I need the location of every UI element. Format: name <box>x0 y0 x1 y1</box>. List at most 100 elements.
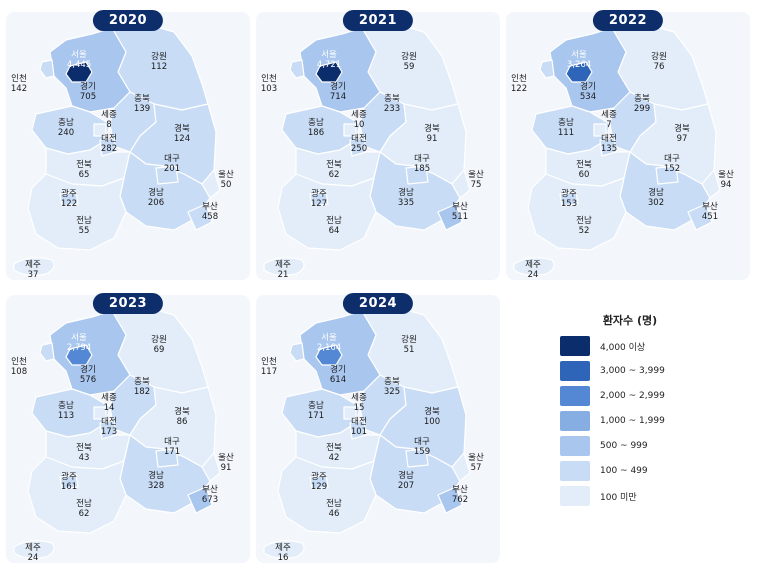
region-label-gyeongbuk: 경북 86 <box>174 407 190 427</box>
region-value: 75 <box>470 180 482 190</box>
region-label-chungbuk: 충북 299 <box>634 94 650 114</box>
region-label-seoul: 서울 4,721 <box>317 50 341 70</box>
region-label-gwangju: 광주 122 <box>61 189 77 209</box>
region-label-incheon: 인천 117 <box>261 357 277 377</box>
region-sejong <box>343 123 357 137</box>
region-label-gyeongbuk: 경북 124 <box>174 124 190 144</box>
legend-item: 100 ~ 499 <box>560 461 700 481</box>
region-busan <box>187 486 213 514</box>
legend-label: 2,000 ~ 2,999 <box>600 391 665 401</box>
region-label-chungbuk: 충북 139 <box>134 94 150 114</box>
region-sejong <box>343 406 357 420</box>
region-name: 경북 <box>174 124 190 134</box>
region-value: 129 <box>310 482 328 492</box>
region-label-jeonbuk: 전북 60 <box>576 160 592 180</box>
region-name: 충북 <box>634 94 650 104</box>
region-name: 충남 <box>58 118 74 128</box>
region-value: 299 <box>633 104 651 114</box>
korea-map <box>13 306 221 559</box>
region-label-busan: 부산 458 <box>202 202 218 222</box>
region-daegu <box>655 165 679 185</box>
region-gwangju <box>59 474 79 490</box>
region-value: 65 <box>78 170 90 180</box>
map-panel-2022: 2022 서울 3,264 강원 76 인천 122 경기 534 충북 299 충남 111 세종 7 경북… <box>506 10 750 280</box>
region-name: 서울 <box>71 50 87 60</box>
region-value: 112 <box>150 62 168 72</box>
region-value: 302 <box>647 198 665 208</box>
region-value: 64 <box>328 226 340 236</box>
region-name: 전남 <box>326 499 342 509</box>
region-gwangju <box>559 191 579 207</box>
region-name: 전남 <box>576 216 592 226</box>
region-jeju <box>263 540 305 559</box>
region-name: 강원 <box>151 335 167 345</box>
region-value: 171 <box>307 411 325 421</box>
region-name: 대구 <box>164 154 180 164</box>
region-gwangju <box>59 191 79 207</box>
region-jeonnam <box>27 456 127 534</box>
region-name: 충남 <box>558 118 574 128</box>
region-label-gwangju: 광주 153 <box>561 189 577 209</box>
year-badge: 2022 <box>592 10 664 31</box>
region-name: 서울 <box>321 50 337 60</box>
region-label-gangwon: 강원 69 <box>151 335 167 355</box>
region-value: 614 <box>329 375 347 385</box>
region-value: 103 <box>260 84 278 94</box>
region-name: 대전 <box>101 134 117 144</box>
region-gwangju <box>309 191 329 207</box>
legend-item: 500 ~ 999 <box>560 436 700 456</box>
region-ulsan <box>451 452 471 482</box>
region-label-gangwon: 강원 112 <box>151 52 167 72</box>
region-label-chungnam: 충남 111 <box>558 118 574 138</box>
region-value: 8 <box>106 120 112 130</box>
region-daegu <box>405 448 429 468</box>
region-name: 충북 <box>134 94 150 104</box>
region-label-seoul: 서울 3,264 <box>567 50 591 70</box>
region-busan <box>187 203 213 231</box>
legend-item: 3,000 ~ 3,999 <box>560 361 700 381</box>
legend-swatch <box>560 411 590 431</box>
legend-swatch <box>560 436 590 456</box>
region-name: 경기 <box>580 82 596 92</box>
region-name: 울산 <box>218 170 234 180</box>
region-label-daejeon: 대전 135 <box>601 134 617 154</box>
region-value: 86 <box>176 417 188 427</box>
korea-map <box>13 23 221 276</box>
region-label-jeju: 제주 24 <box>525 260 541 280</box>
region-value: 201 <box>163 164 181 174</box>
legend-item: 2,000 ~ 2,999 <box>560 386 700 406</box>
legend-label: 100 미만 <box>600 492 637 503</box>
region-value: 37 <box>27 270 39 280</box>
region-label-busan: 부산 511 <box>452 202 468 222</box>
region-name: 대구 <box>164 437 180 447</box>
legend-label: 100 ~ 499 <box>600 466 648 476</box>
region-value: 534 <box>579 92 597 102</box>
region-value: 43 <box>78 453 90 463</box>
region-name: 전북 <box>326 443 342 453</box>
region-label-chungnam: 충남 186 <box>308 118 324 138</box>
region-value: 24 <box>27 553 39 563</box>
region-value: 673 <box>201 495 219 505</box>
region-label-gyeongnam: 경남 302 <box>648 188 664 208</box>
region-name: 울산 <box>218 453 234 463</box>
korea-map <box>263 306 471 559</box>
region-label-daejeon: 대전 250 <box>351 134 367 154</box>
region-name: 대전 <box>601 134 617 144</box>
region-value: 171 <box>163 447 181 457</box>
region-name: 서울 <box>71 333 87 343</box>
region-name: 광주 <box>311 189 327 199</box>
legend-swatch <box>560 386 590 406</box>
region-value: 159 <box>413 447 431 457</box>
region-name: 전남 <box>76 216 92 226</box>
region-label-daegu: 대구 159 <box>414 437 430 457</box>
region-label-chungnam: 충남 240 <box>58 118 74 138</box>
region-label-seoul: 서울 2,164 <box>317 333 341 353</box>
region-name: 부산 <box>202 485 218 495</box>
region-label-sejong: 세종 14 <box>101 393 117 413</box>
region-value: 153 <box>560 199 578 209</box>
region-value: 55 <box>78 226 90 236</box>
region-sejong <box>593 123 607 137</box>
region-label-gwangju: 광주 161 <box>61 472 77 492</box>
region-label-incheon: 인천 142 <box>11 74 27 94</box>
region-name: 경기 <box>330 365 346 375</box>
